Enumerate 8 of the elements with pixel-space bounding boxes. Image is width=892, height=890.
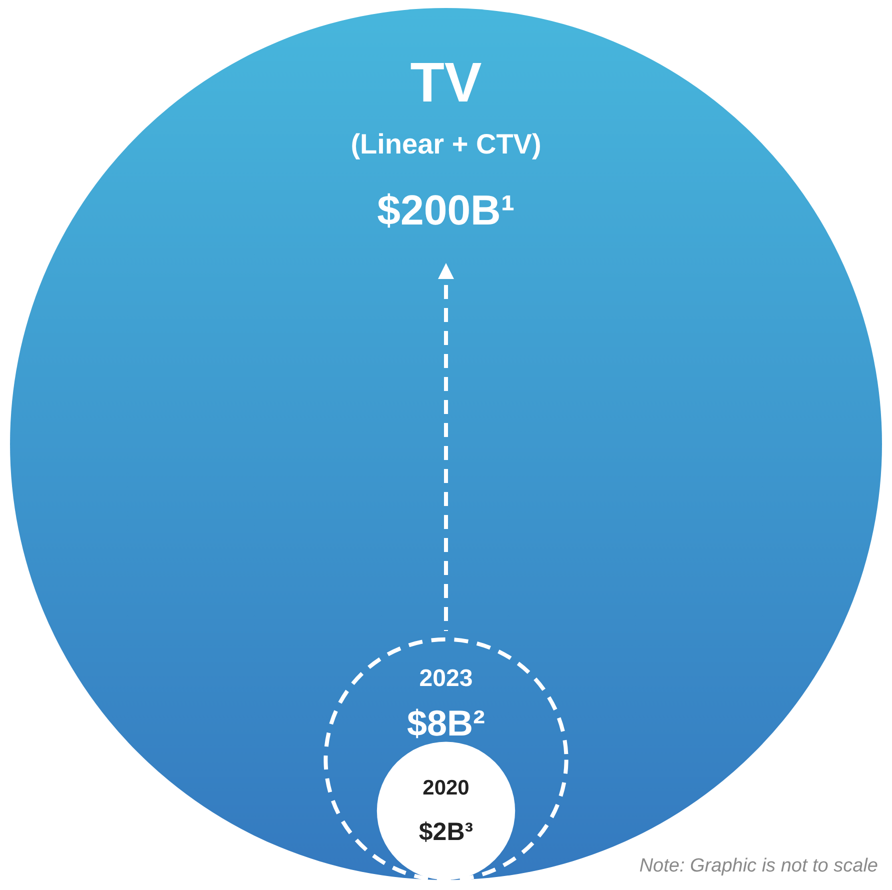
- text: (Linear + CTV): [350, 128, 542, 160]
- category-label: 2023: [419, 665, 473, 692]
- category-label: TV: [410, 50, 482, 114]
- data-label: $2B³: [418, 818, 474, 846]
- category-label: 2020: [422, 776, 470, 800]
- data-label: $8B²: [406, 702, 486, 744]
- text: Note: Graphic is not to scale: [639, 855, 878, 876]
- data-label: $200B¹: [377, 186, 515, 234]
